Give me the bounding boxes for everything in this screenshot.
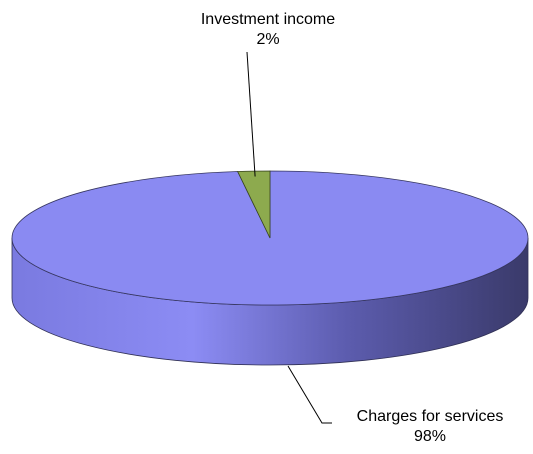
leader-line-charges-for-services	[287, 365, 332, 424]
pie-tops	[11, 170, 529, 306]
slice-label-charges-for-services: Charges for services	[357, 408, 504, 425]
slice-label-investment-income: Investment income	[201, 11, 335, 28]
slice-labels: Charges for services 98% Investment income…	[201, 11, 504, 445]
leader-lines	[246, 51, 332, 424]
leader-line-investment-income	[246, 51, 256, 177]
slice-value-investment-income: 2%	[256, 31, 279, 48]
pie-slice-investment-income	[237, 170, 271, 239]
slice-value-charges-for-services: 98%	[414, 428, 446, 445]
